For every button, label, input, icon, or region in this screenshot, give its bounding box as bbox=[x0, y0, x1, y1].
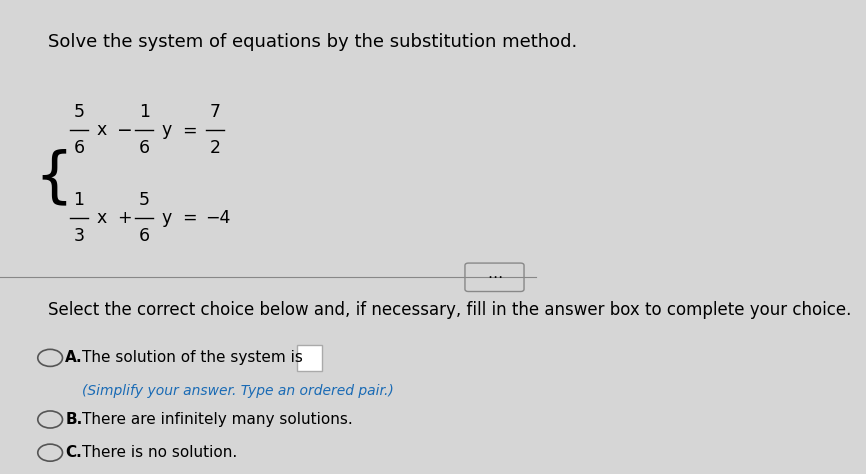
Text: y: y bbox=[161, 121, 171, 139]
Text: B.: B. bbox=[65, 412, 82, 427]
Text: Select the correct choice below and, if necessary, fill in the answer box to com: Select the correct choice below and, if … bbox=[48, 301, 851, 319]
Text: ⋯: ⋯ bbox=[487, 270, 502, 285]
Text: There is no solution.: There is no solution. bbox=[82, 445, 237, 460]
Text: 1: 1 bbox=[74, 191, 85, 209]
Text: −: − bbox=[117, 121, 132, 140]
FancyBboxPatch shape bbox=[297, 345, 322, 371]
Text: 1: 1 bbox=[139, 103, 150, 121]
Text: {: { bbox=[34, 148, 73, 207]
Text: The solution of the system is: The solution of the system is bbox=[82, 350, 303, 365]
Text: A.: A. bbox=[65, 350, 83, 365]
Text: 5: 5 bbox=[139, 191, 150, 209]
Text: There are infinitely many solutions.: There are infinitely many solutions. bbox=[82, 412, 353, 427]
Text: Solve the system of equations by the substitution method.: Solve the system of equations by the sub… bbox=[48, 33, 578, 51]
Text: 5: 5 bbox=[74, 103, 85, 121]
Text: x: x bbox=[96, 121, 107, 139]
Text: +: + bbox=[117, 209, 132, 227]
Text: y: y bbox=[161, 209, 171, 227]
Text: =: = bbox=[182, 209, 197, 227]
Text: 6: 6 bbox=[139, 227, 150, 245]
Text: −4: −4 bbox=[204, 209, 230, 227]
Text: (Simplify your answer. Type an ordered pair.): (Simplify your answer. Type an ordered p… bbox=[82, 384, 394, 398]
Text: 2: 2 bbox=[210, 139, 221, 157]
Text: 3: 3 bbox=[74, 227, 85, 245]
Text: =: = bbox=[182, 121, 197, 139]
Text: 7: 7 bbox=[210, 103, 221, 121]
Text: 6: 6 bbox=[74, 139, 85, 157]
FancyBboxPatch shape bbox=[465, 263, 524, 292]
Text: C.: C. bbox=[65, 445, 82, 460]
Text: 6: 6 bbox=[139, 139, 150, 157]
Text: x: x bbox=[96, 209, 107, 227]
